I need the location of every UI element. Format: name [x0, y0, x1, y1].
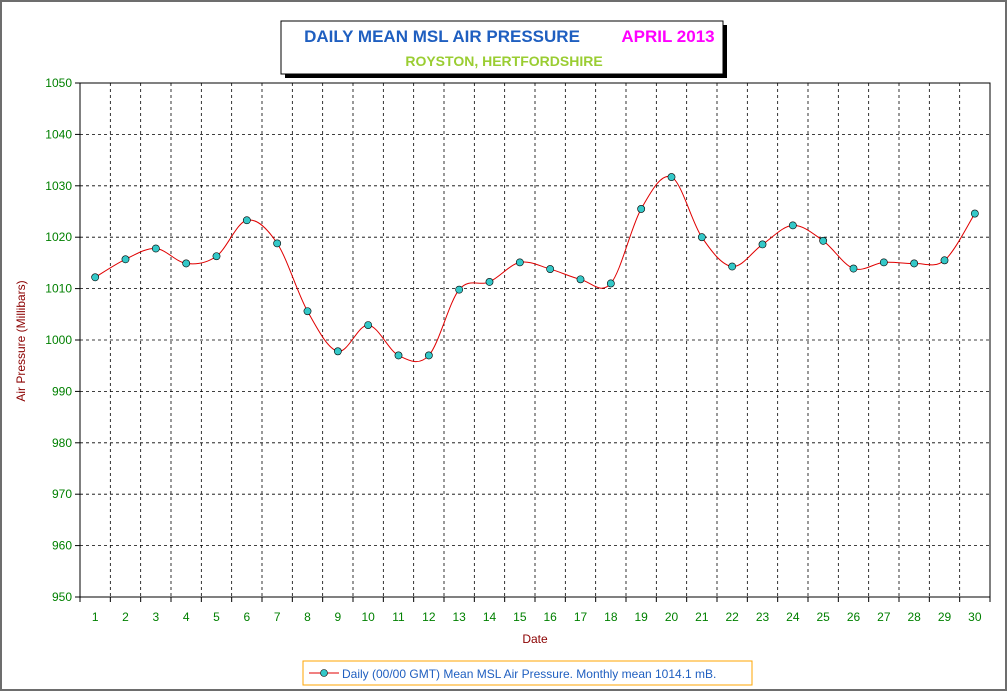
x-tick-label: 15	[513, 610, 527, 624]
y-tick-label: 950	[52, 590, 72, 604]
x-tick-label: 8	[304, 610, 311, 624]
y-tick-label: 1020	[45, 230, 72, 244]
data-point	[364, 321, 373, 329]
x-tick-label: 10	[361, 610, 375, 624]
data-point	[970, 209, 979, 218]
x-tick-label: 27	[877, 610, 891, 624]
y-tick-label: 960	[52, 539, 72, 553]
grid-lines	[80, 83, 990, 597]
series-points	[91, 173, 979, 360]
plot-area	[79, 82, 991, 598]
x-tick-label: 23	[756, 610, 770, 624]
x-tick-label: 6	[243, 610, 250, 624]
x-tick-label: 17	[574, 610, 588, 624]
x-tick-label: 11	[392, 610, 405, 624]
data-point	[728, 262, 737, 271]
x-tick-label: 28	[907, 610, 921, 624]
data-point	[788, 221, 797, 230]
data-point	[212, 252, 221, 261]
data-point	[879, 258, 888, 267]
x-tick-label: 25	[816, 610, 830, 624]
y-tick-label: 1030	[45, 179, 72, 193]
x-tick-label: 7	[274, 610, 281, 624]
x-tick-label: 5	[213, 610, 220, 624]
data-point	[242, 216, 251, 225]
x-tick-label: 26	[847, 610, 861, 624]
x-tick-label: 9	[334, 610, 341, 624]
x-tick-label: 12	[422, 610, 436, 624]
y-tick-label: 1010	[45, 282, 72, 296]
data-point	[333, 347, 342, 356]
chart-subtitle: ROYSTON, HERTFORDSHIRE	[405, 53, 602, 69]
x-tick-label: 22	[725, 610, 739, 624]
x-tick-label: 2	[122, 610, 129, 624]
data-point	[819, 236, 828, 245]
x-tick-label: 21	[695, 610, 709, 624]
y-axis-ticks: 950 960 970 980 990 1000 1010 1020 1030 1040 1050	[45, 76, 80, 604]
chart-title: DAILY MEAN MSL AIR PRESSURE	[304, 27, 580, 46]
y-tick-label: 1040	[45, 127, 72, 141]
y-tick-label: 1000	[45, 333, 72, 347]
data-point	[182, 259, 191, 268]
legend	[302, 660, 753, 686]
data-point	[485, 278, 494, 286]
x-tick-label: 4	[183, 610, 190, 624]
data-point	[758, 240, 767, 249]
x-tick-label: 1	[92, 610, 99, 624]
x-tick-label: 16	[543, 610, 557, 624]
data-point	[455, 285, 464, 294]
x-tick-label: 24	[786, 610, 800, 624]
x-tick-label: 20	[665, 610, 679, 624]
data-point	[576, 275, 585, 284]
data-point	[606, 279, 615, 288]
y-tick-label: 970	[52, 487, 72, 501]
legend-marker-swatch	[320, 669, 328, 677]
data-point	[91, 273, 100, 282]
y-axis-label: Air Pressure (Millibars)	[14, 280, 28, 401]
data-point	[151, 244, 160, 253]
x-tick-label: 3	[152, 610, 159, 624]
y-tick-label: 1050	[45, 76, 72, 90]
data-point	[424, 351, 433, 360]
data-point	[121, 255, 130, 264]
x-tick-label: 29	[938, 610, 952, 624]
data-point	[849, 264, 858, 273]
y-tick-label: 990	[52, 384, 72, 398]
y-tick-label: 980	[52, 436, 72, 450]
data-point	[910, 259, 919, 268]
x-tick-label: 13	[452, 610, 466, 624]
title-box	[280, 20, 724, 75]
x-axis-ticks: 1 2 3 4 5 6 7 8 9 10 11 12 13 14 15 16 17 18 19 20 21 22 23 24 2…	[79, 597, 991, 624]
x-tick-label: 19	[634, 610, 648, 624]
data-point	[697, 233, 706, 242]
x-tick-label: 14	[483, 610, 497, 624]
data-point	[546, 265, 555, 273]
data-point	[637, 205, 646, 213]
x-axis-label: Date	[522, 632, 548, 646]
data-point	[667, 173, 676, 181]
data-point	[303, 307, 312, 316]
x-tick-label: 30	[968, 610, 982, 624]
legend-label: Daily (00/00 GMT) Mean MSL Air Pressure.…	[342, 667, 716, 681]
chart-title-period: APRIL 2013	[621, 27, 714, 46]
data-point	[394, 351, 403, 360]
data-point	[940, 256, 949, 265]
data-point	[515, 258, 524, 267]
x-tick-label: 18	[604, 610, 618, 624]
data-point	[273, 239, 282, 248]
